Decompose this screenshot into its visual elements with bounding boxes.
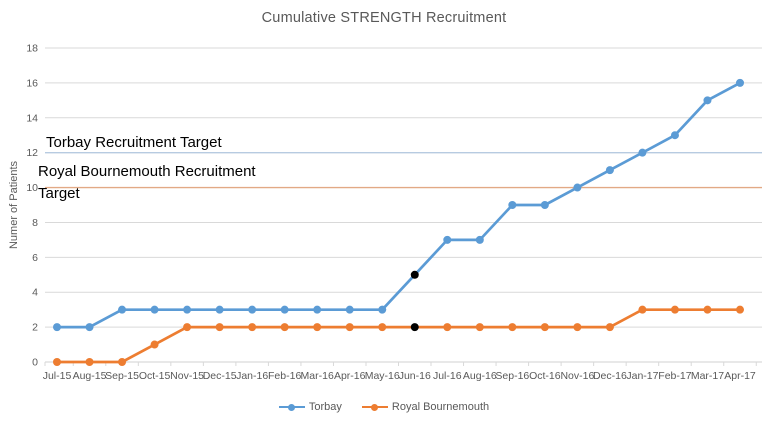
data-point-torbay-Apr-16[interactable] [345,305,354,314]
data-point-torbay-May-16[interactable] [378,305,387,314]
data-point-royal-bournemouth-Aug-15[interactable] [85,358,94,366]
x-tick-label: May-16 [365,370,400,382]
series-line-royal-bournemouth [55,308,742,364]
x-tick-label: Jun-16 [399,370,431,382]
y-tick-label: 10 [26,182,38,194]
data-point-royal-bournemouth-Feb-17[interactable] [670,305,679,314]
x-tick-label: Dec-15 [203,370,237,382]
data-point-torbay-Dec-15[interactable] [215,305,224,314]
x-tick-label: Jan-16 [236,370,268,382]
data-point-torbay-Jul-16[interactable] [443,235,452,244]
y-tick-label: 16 [26,77,38,89]
x-tick-label: Oct-16 [529,370,561,382]
x-tick-label: Nov-16 [560,370,594,382]
y-tick-label: 2 [32,322,38,334]
data-point-royal-bournemouth-May-16[interactable] [378,323,387,332]
chart-title: Cumulative STRENGTH Recruitment [261,10,507,26]
data-point-torbay-Jun-16[interactable] [410,270,419,279]
series-line-torbay [55,81,742,329]
data-point-royal-bournemouth-Jul-15[interactable] [53,358,61,366]
data-point-torbay-Feb-17[interactable] [670,131,679,140]
data-point-royal-bournemouth-Apr-17[interactable] [736,305,744,314]
data-point-royal-bournemouth-Sep-15[interactable] [118,358,127,366]
data-point-torbay-Aug-16[interactable] [475,235,484,244]
data-point-torbay-Jan-16[interactable] [248,305,257,314]
data-point-royal-bournemouth-Oct-15[interactable] [150,340,159,349]
data-point-torbay-Apr-17[interactable] [736,78,744,87]
data-point-torbay-Oct-16[interactable] [540,201,549,209]
x-tick-label: Jul-15 [43,370,72,382]
data-point-royal-bournemouth-Dec-15[interactable] [215,323,224,332]
data-point-royal-bournemouth-Dec-16[interactable] [605,323,614,332]
data-point-torbay-Sep-15[interactable] [118,305,127,314]
x-tick-label: Apr-17 [724,370,756,382]
legend-item-royal-bournemouth[interactable]: Royal Bournemouth [361,401,490,413]
x-tick-label: Nov-15 [170,370,204,382]
legend: Torbay Royal Bournemouth [0,401,768,413]
x-tick-label: Aug-16 [463,370,497,382]
data-point-royal-bournemouth-Apr-16[interactable] [345,323,354,332]
legend-label-torbay: Torbay [308,401,342,413]
data-point-torbay-Mar-16[interactable] [313,305,322,314]
data-point-torbay-Oct-15[interactable] [150,305,159,314]
x-tick-label: Feb-17 [658,370,691,382]
torbay-series-swatch-icon [278,403,305,412]
data-point-royal-bournemouth-Jan-16[interactable] [248,323,257,332]
data-point-royal-bournemouth-Mar-16[interactable] [313,323,322,332]
data-point-royal-bournemouth-Jan-17[interactable] [638,305,647,314]
annotation-royal-bournemouth-target: Royal Bournemouth Recruitment Target [38,163,256,202]
x-tick-label: Dec-16 [593,370,627,382]
data-point-torbay-Sep-16[interactable] [508,201,517,209]
data-point-royal-bournemouth-Mar-17[interactable] [703,305,712,314]
data-point-torbay-Mar-17[interactable] [703,96,712,105]
data-point-royal-bournemouth-Oct-16[interactable] [540,323,549,332]
x-tick-label: Oct-15 [139,370,171,382]
x-tick-label: Jan-17 [626,370,658,382]
legend-label-royal-bournemouth: Royal Bournemouth [391,401,490,413]
annotation-torbay-target: Torbay Recruitment Target [46,134,222,151]
x-tick-label: Mar-16 [301,370,334,382]
y-tick-label: 4 [32,287,38,299]
data-point-torbay-Nov-15[interactable] [183,305,192,314]
x-tick-label: Jul-16 [433,370,462,382]
data-point-royal-bournemouth-Nov-15[interactable] [183,323,192,332]
royal-bournemouth-series-swatch-icon [361,403,388,412]
data-point-royal-bournemouth-Jul-16[interactable] [443,323,452,332]
data-point-torbay-Jan-17[interactable] [638,148,647,157]
data-point-royal-bournemouth-Sep-16[interactable] [508,323,517,332]
y-tick-label: 6 [32,252,38,264]
data-point-torbay-Dec-16[interactable] [605,166,614,175]
x-tick-label: Sep-15 [105,370,139,382]
legend-item-torbay[interactable]: Torbay [278,401,342,413]
y-axis-title: Numer of Patients [8,160,20,250]
data-point-royal-bournemouth-Nov-16[interactable] [573,323,582,332]
y-tick-label: 0 [32,357,38,369]
y-tick-label: 14 [26,112,38,124]
data-point-torbay-Aug-15[interactable] [85,323,94,332]
x-tick-label: Apr-16 [334,370,366,382]
data-point-torbay-Feb-16[interactable] [280,305,289,314]
data-point-torbay-Jul-15[interactable] [53,323,61,332]
x-tick-label: Feb-16 [268,370,301,382]
y-tick-label: 12 [26,147,38,159]
data-point-royal-bournemouth-Feb-16[interactable] [280,323,289,332]
y-tick-label: 8 [32,217,38,229]
x-tick-label: Mar-17 [691,370,724,382]
data-point-royal-bournemouth-Aug-16[interactable] [475,323,484,332]
data-point-royal-bournemouth-Jun-16[interactable] [410,323,419,332]
x-tick-label: Sep-16 [495,370,529,382]
data-point-torbay-Nov-16[interactable] [573,183,582,192]
y-tick-label: 18 [26,43,38,55]
x-tick-label: Aug-15 [73,370,107,382]
